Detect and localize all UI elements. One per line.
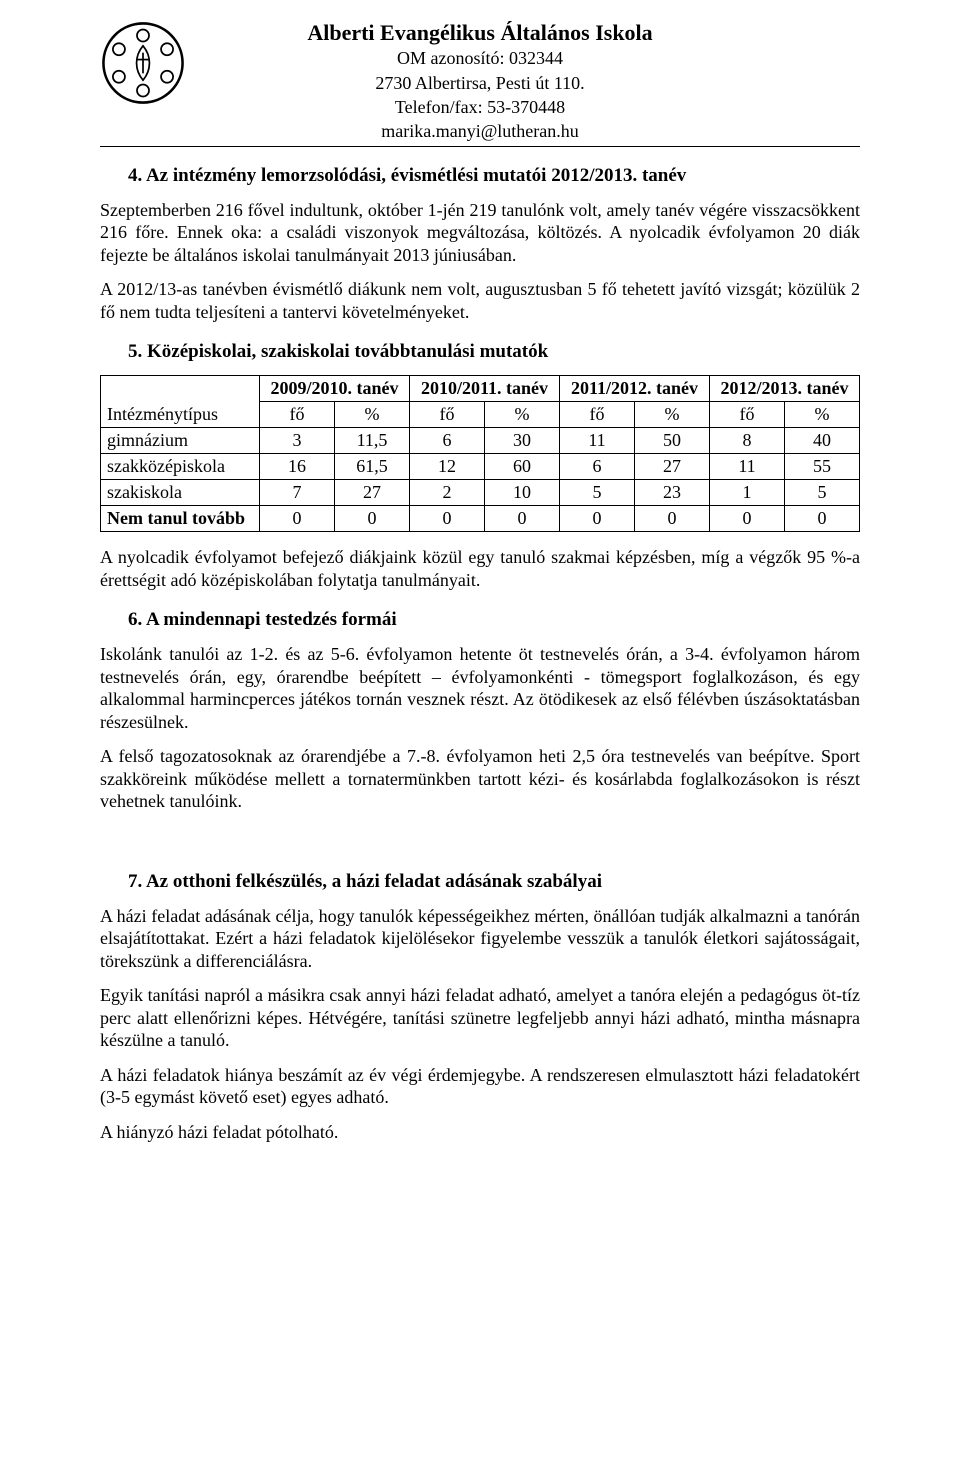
section-7-para-3: A házi feladatok hiánya beszámít az év v… [100, 1064, 860, 1109]
cell: 11,5 [335, 428, 410, 454]
table-header-row-years: Intézménytípus 2009/2010. tanév 2010/201… [101, 376, 860, 402]
school-name: Alberti Evangélikus Általános Iskola [100, 20, 860, 46]
cell: 0 [485, 506, 560, 532]
cell: 0 [560, 506, 635, 532]
cell: 7 [260, 480, 335, 506]
cell: 0 [785, 506, 860, 532]
cell: 27 [335, 480, 410, 506]
table-row: szakiskola72721052315 [101, 480, 860, 506]
cell: 3 [260, 428, 335, 454]
continuation-table: Intézménytípus 2009/2010. tanév 2010/201… [100, 375, 860, 532]
section-6-para-1: Iskolánk tanulói az 1-2. és az 5-6. évfo… [100, 643, 860, 733]
cell: 11 [710, 454, 785, 480]
cell: 1 [710, 480, 785, 506]
row-label: szakiskola [101, 480, 260, 506]
table-corner-label: Intézménytípus [101, 376, 260, 428]
year-col-1: 2010/2011. tanév [410, 376, 560, 402]
telephone: Telefon/fax: 53-370448 [100, 95, 860, 119]
table-row: gimnázium311,56301150840 [101, 428, 860, 454]
cell: 10 [485, 480, 560, 506]
year-col-2: 2011/2012. tanév [560, 376, 710, 402]
section-6-title: 6. A mindennapi testedzés formái [100, 609, 860, 631]
section-5-after-para: A nyolcadik évfolyamot befejező diákjain… [100, 546, 860, 591]
cell: 61,5 [335, 454, 410, 480]
cell: 0 [710, 506, 785, 532]
cell: 30 [485, 428, 560, 454]
school-logo-icon [100, 20, 186, 106]
subhead-fo: fő [710, 402, 785, 428]
cell: 6 [560, 454, 635, 480]
om-id: OM azonosító: 032344 [100, 46, 860, 70]
cell: 6 [410, 428, 485, 454]
section-7-title: 7. Az otthoni felkészülés, a házi felada… [100, 871, 860, 893]
cell: 40 [785, 428, 860, 454]
spacer [100, 825, 860, 853]
cell: 50 [635, 428, 710, 454]
section-4-para-1: Szeptemberben 216 fővel indultunk, októb… [100, 199, 860, 267]
email: marika.manyi@lutheran.hu [100, 119, 860, 143]
cell: 16 [260, 454, 335, 480]
cell: 12 [410, 454, 485, 480]
cell: 11 [560, 428, 635, 454]
row-label: gimnázium [101, 428, 260, 454]
subhead-fo: fő [560, 402, 635, 428]
subhead-fo: fő [410, 402, 485, 428]
subhead-pct: % [785, 402, 860, 428]
section-4-title: 4. Az intézmény lemorzsolódási, évismétl… [100, 165, 860, 187]
cell: 0 [635, 506, 710, 532]
year-col-0: 2009/2010. tanév [260, 376, 410, 402]
row-label: szakközépiskola [101, 454, 260, 480]
cell: 5 [785, 480, 860, 506]
section-7-para-1: A házi feladat adásának célja, hogy tanu… [100, 905, 860, 973]
cell: 2 [410, 480, 485, 506]
subhead-pct: % [485, 402, 560, 428]
section-6-para-2: A felső tagozatosoknak az órarendjébe a … [100, 745, 860, 813]
cell: 8 [710, 428, 785, 454]
cell: 0 [260, 506, 335, 532]
row-label: Nem tanul tovább [101, 506, 260, 532]
subhead-fo: fő [260, 402, 335, 428]
subhead-pct: % [635, 402, 710, 428]
document-page: Alberti Evangélikus Általános Iskola OM … [50, 0, 910, 1203]
cell: 0 [335, 506, 410, 532]
letterhead: Alberti Evangélikus Általános Iskola OM … [100, 20, 860, 147]
section-7-para-2: Egyik tanítási napról a másikra csak ann… [100, 984, 860, 1052]
address: 2730 Albertirsa, Pesti út 110. [100, 71, 860, 95]
subhead-pct: % [335, 402, 410, 428]
section-7-para-4: A hiányzó házi feladat pótolható. [100, 1121, 860, 1144]
cell: 5 [560, 480, 635, 506]
cell: 23 [635, 480, 710, 506]
cell: 0 [410, 506, 485, 532]
section-5-title: 5. Középiskolai, szakiskolai továbbtanul… [100, 341, 860, 363]
cell: 55 [785, 454, 860, 480]
cell: 27 [635, 454, 710, 480]
section-4-para-2: A 2012/13-as tanévben évismétlő diákunk … [100, 278, 860, 323]
table-row: Nem tanul tovább00000000 [101, 506, 860, 532]
cell: 60 [485, 454, 560, 480]
table-row: szakközépiskola1661,512606271155 [101, 454, 860, 480]
year-col-3: 2012/2013. tanév [710, 376, 860, 402]
